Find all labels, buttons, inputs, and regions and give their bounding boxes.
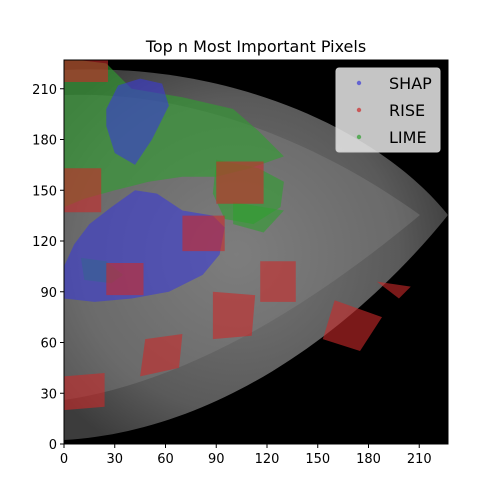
legend-marker-shap [356, 80, 362, 86]
region-rise-9 [376, 281, 411, 299]
x-tick-label: 60 [157, 452, 174, 467]
legend-label-rise: RISE [389, 101, 425, 120]
y-tick-label: 90 [40, 286, 57, 301]
y-tick-label: 0 [49, 438, 57, 453]
x-tick-label: 210 [407, 452, 432, 467]
y-tick-label: 180 [32, 134, 57, 149]
y-tick-label: 60 [40, 337, 57, 352]
legend-label-lime: LIME [389, 128, 427, 147]
y-tick-label: 30 [40, 387, 57, 402]
x-tick-label: 30 [106, 452, 123, 467]
x-tick-label: 150 [305, 452, 330, 467]
region-shap-2 [106, 78, 169, 165]
region-rise-4 [106, 262, 144, 296]
y-tick-label: 150 [32, 184, 57, 199]
region-rise-2 [64, 168, 102, 213]
x-tick-label: 90 [208, 452, 225, 467]
legend-marker-lime [356, 134, 362, 140]
x-axis: 0 30 60 90 120 150 180 210 [60, 444, 432, 467]
region-rise-8 [322, 300, 383, 351]
y-tick-label: 120 [32, 235, 57, 250]
region-rise-3 [182, 215, 225, 252]
region-rise-11 [64, 372, 105, 411]
region-rise-5 [216, 161, 264, 204]
plot-frame [63, 59, 449, 445]
attribution-regions [64, 60, 411, 411]
x-tick-label: 180 [356, 452, 381, 467]
y-axis: 0 30 60 90 120 150 180 210 [32, 83, 64, 453]
legend-marker-rise [356, 107, 362, 113]
x-tick-label: 0 [60, 452, 68, 467]
region-lime-3 [233, 202, 284, 233]
legend: SHAP RISE LIME [335, 67, 441, 153]
legend-label-shap: SHAP [389, 74, 432, 93]
y-tick-label: 210 [32, 83, 57, 98]
region-rise-10 [140, 334, 183, 377]
region-rise-6 [260, 261, 296, 302]
x-tick-label: 120 [255, 452, 280, 467]
region-rise-1 [64, 60, 108, 82]
legend-box [335, 67, 441, 153]
chart-title: Top n Most Important Pixels [145, 37, 366, 56]
region-rise-7 [212, 291, 256, 340]
